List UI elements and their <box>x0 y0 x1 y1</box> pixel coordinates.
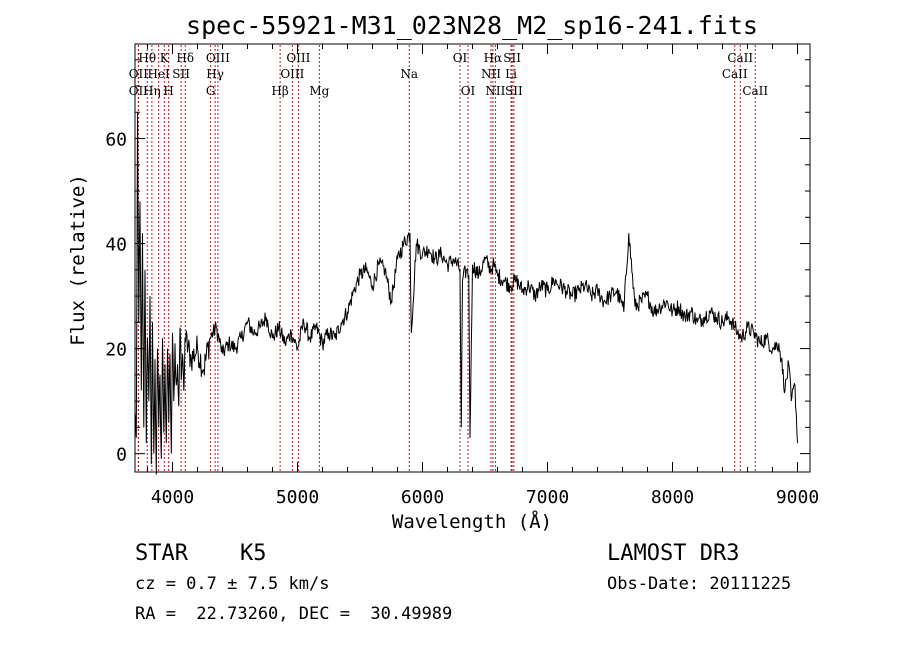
y-tick-label: 60 <box>105 130 127 151</box>
line-label-12: Hβ <box>271 84 288 98</box>
x-tick-label: 9000 <box>776 487 819 508</box>
x-tick-label: 5000 <box>276 487 319 508</box>
redshift-info: cz = 0.7 ± 7.5 km/s <box>135 574 330 594</box>
line-label-23: Li <box>505 67 517 81</box>
line-label-18: OI <box>461 84 476 98</box>
line-label-16: Na <box>400 67 418 81</box>
line-label-3: Hη <box>143 84 161 98</box>
line-label-1: OII <box>129 67 149 81</box>
observation-date: Obs-Date: 20111225 <box>607 574 792 594</box>
line-label-11: G <box>206 84 216 98</box>
x-tick-label: 7000 <box>526 487 569 508</box>
axis-ticks <box>135 44 810 472</box>
line-label-9: OIII <box>206 51 230 65</box>
spectral-line-markers <box>137 45 756 471</box>
y-tick-label: 0 <box>116 445 127 466</box>
line-label-21: NII <box>485 84 505 98</box>
line-label-25: CaII <box>727 51 753 65</box>
x-tick-label: 6000 <box>401 487 444 508</box>
x-tick-label: 4000 <box>151 487 194 508</box>
chart-title: spec-55921-M31_023N28_M2_sp16-241.fits <box>186 11 758 40</box>
line-label-15: Mg <box>309 84 329 98</box>
y-axis-label: Flux (relative) <box>67 174 89 346</box>
x-axis-label: Wavelength (Å) <box>392 510 552 533</box>
spectrum-line <box>134 112 798 475</box>
line-label-24: SII <box>505 84 523 98</box>
line-label-2: OII <box>129 84 149 98</box>
x-tick-label: 8000 <box>651 487 694 508</box>
line-label-0: Hθ <box>138 51 156 65</box>
y-tick-label: 20 <box>105 340 127 361</box>
line-label-13: OIII <box>286 51 310 65</box>
line-label-20: NII <box>481 67 501 81</box>
line-label-14: OIII <box>280 67 304 81</box>
object-class: STAR <box>135 541 188 566</box>
y-tick-label: 40 <box>105 235 127 256</box>
line-label-7: SII <box>172 67 190 81</box>
line-label-8: Hδ <box>176 51 194 65</box>
line-label-6: H <box>163 84 173 98</box>
line-label-26: CaII <box>722 67 748 81</box>
plot-frame <box>134 43 811 473</box>
line-label-10: Hγ <box>206 67 224 81</box>
line-label-4: HeI <box>147 67 170 81</box>
line-label-22: SII <box>503 51 521 65</box>
axis-tick-labels: 4000 5000 6000 7000 8000 9000 0 20 40 60 <box>105 130 819 508</box>
line-label-19: Hα <box>484 51 503 65</box>
object-subclass: K5 <box>240 541 267 566</box>
line-label-17: OI <box>453 51 468 65</box>
line-label-5: K <box>160 51 170 65</box>
coordinates: RA = 22.73260, DEC = 30.49989 <box>135 604 453 624</box>
survey-name: LAMOST DR3 <box>607 541 740 566</box>
line-label-27: CaII <box>742 84 768 98</box>
